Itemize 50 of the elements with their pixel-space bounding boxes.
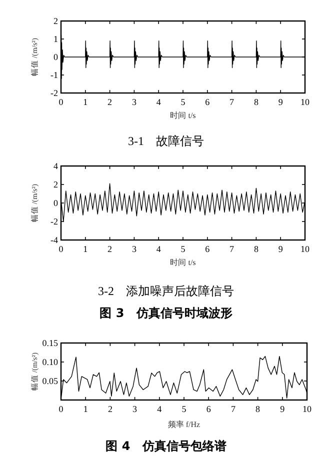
x-tick-label: 3 <box>132 404 138 414</box>
x-tick-label: 7 <box>230 97 235 107</box>
x-tick-label: 6 <box>206 404 212 414</box>
x-axis-title: 时间 t/s <box>170 258 196 267</box>
y-tick-label: -2 <box>50 88 58 98</box>
y-tick-label: 2 <box>54 180 58 190</box>
x-tick-label: 9 <box>278 97 284 107</box>
x-tick-label: 10 <box>300 97 310 107</box>
y-tick-label: 4 <box>54 161 58 171</box>
x-tick-label: 8 <box>256 404 261 414</box>
x-tick-label: 4 <box>157 404 162 414</box>
x-tick-label: 6 <box>205 244 210 254</box>
x-tick-label: 3 <box>132 97 137 107</box>
x-tick-label: 7 <box>230 404 236 414</box>
text: 3-2 添加噪声后故障信号 <box>98 284 234 298</box>
text: 3-1 故障信号 <box>128 134 204 148</box>
y-tick-label: -1 <box>50 70 58 80</box>
x-tick-label: 8 <box>254 97 259 107</box>
y-tick-label: 1 <box>54 34 58 44</box>
x-tick-label: 2 <box>108 97 112 107</box>
x-tick-label: 9 <box>278 244 284 254</box>
y-tick-label: 0 <box>54 198 58 208</box>
x-tick-label: 10 <box>302 404 312 414</box>
y-tick-label: -4 <box>50 235 58 245</box>
x-tick-label: 4 <box>156 97 162 107</box>
y-tick-label: 0.05 <box>42 376 58 386</box>
x-tick-label: 1 <box>83 244 88 254</box>
y-tick-label: 0.10 <box>42 357 58 367</box>
x-tick-label: 5 <box>180 244 186 254</box>
x-tick-label: 1 <box>83 404 88 414</box>
x-tick-label: 7 <box>230 244 235 254</box>
text: 图 4 仿真信号包络谱 <box>106 439 226 453</box>
x-tick-label: 10 <box>300 244 310 254</box>
y-tick-label: 0.15 <box>42 338 58 348</box>
y-tick-label: -2 <box>50 216 58 226</box>
x-tick-label: 1 <box>83 97 88 107</box>
x-tick-label: 6 <box>205 97 210 107</box>
x-tick-label: 5 <box>182 404 187 414</box>
x-tick-label: 2 <box>108 244 112 254</box>
x-axis-title: 时间 t/s <box>170 111 196 120</box>
x-tick-label: 9 <box>280 404 286 414</box>
x-tick-label: 8 <box>254 244 259 254</box>
x-axis-title: 频率 f/Hz <box>168 420 201 429</box>
x-tick-label: 5 <box>180 97 186 107</box>
x-tick-label: 2 <box>108 404 112 414</box>
y-tick-label: 0 <box>54 52 58 62</box>
x-tick-label: 4 <box>156 244 162 254</box>
caption: 图 3 仿真信号时域波形 <box>100 306 232 320</box>
y-tick-label: 2 <box>54 16 58 26</box>
x-tick-label: 3 <box>132 244 137 254</box>
